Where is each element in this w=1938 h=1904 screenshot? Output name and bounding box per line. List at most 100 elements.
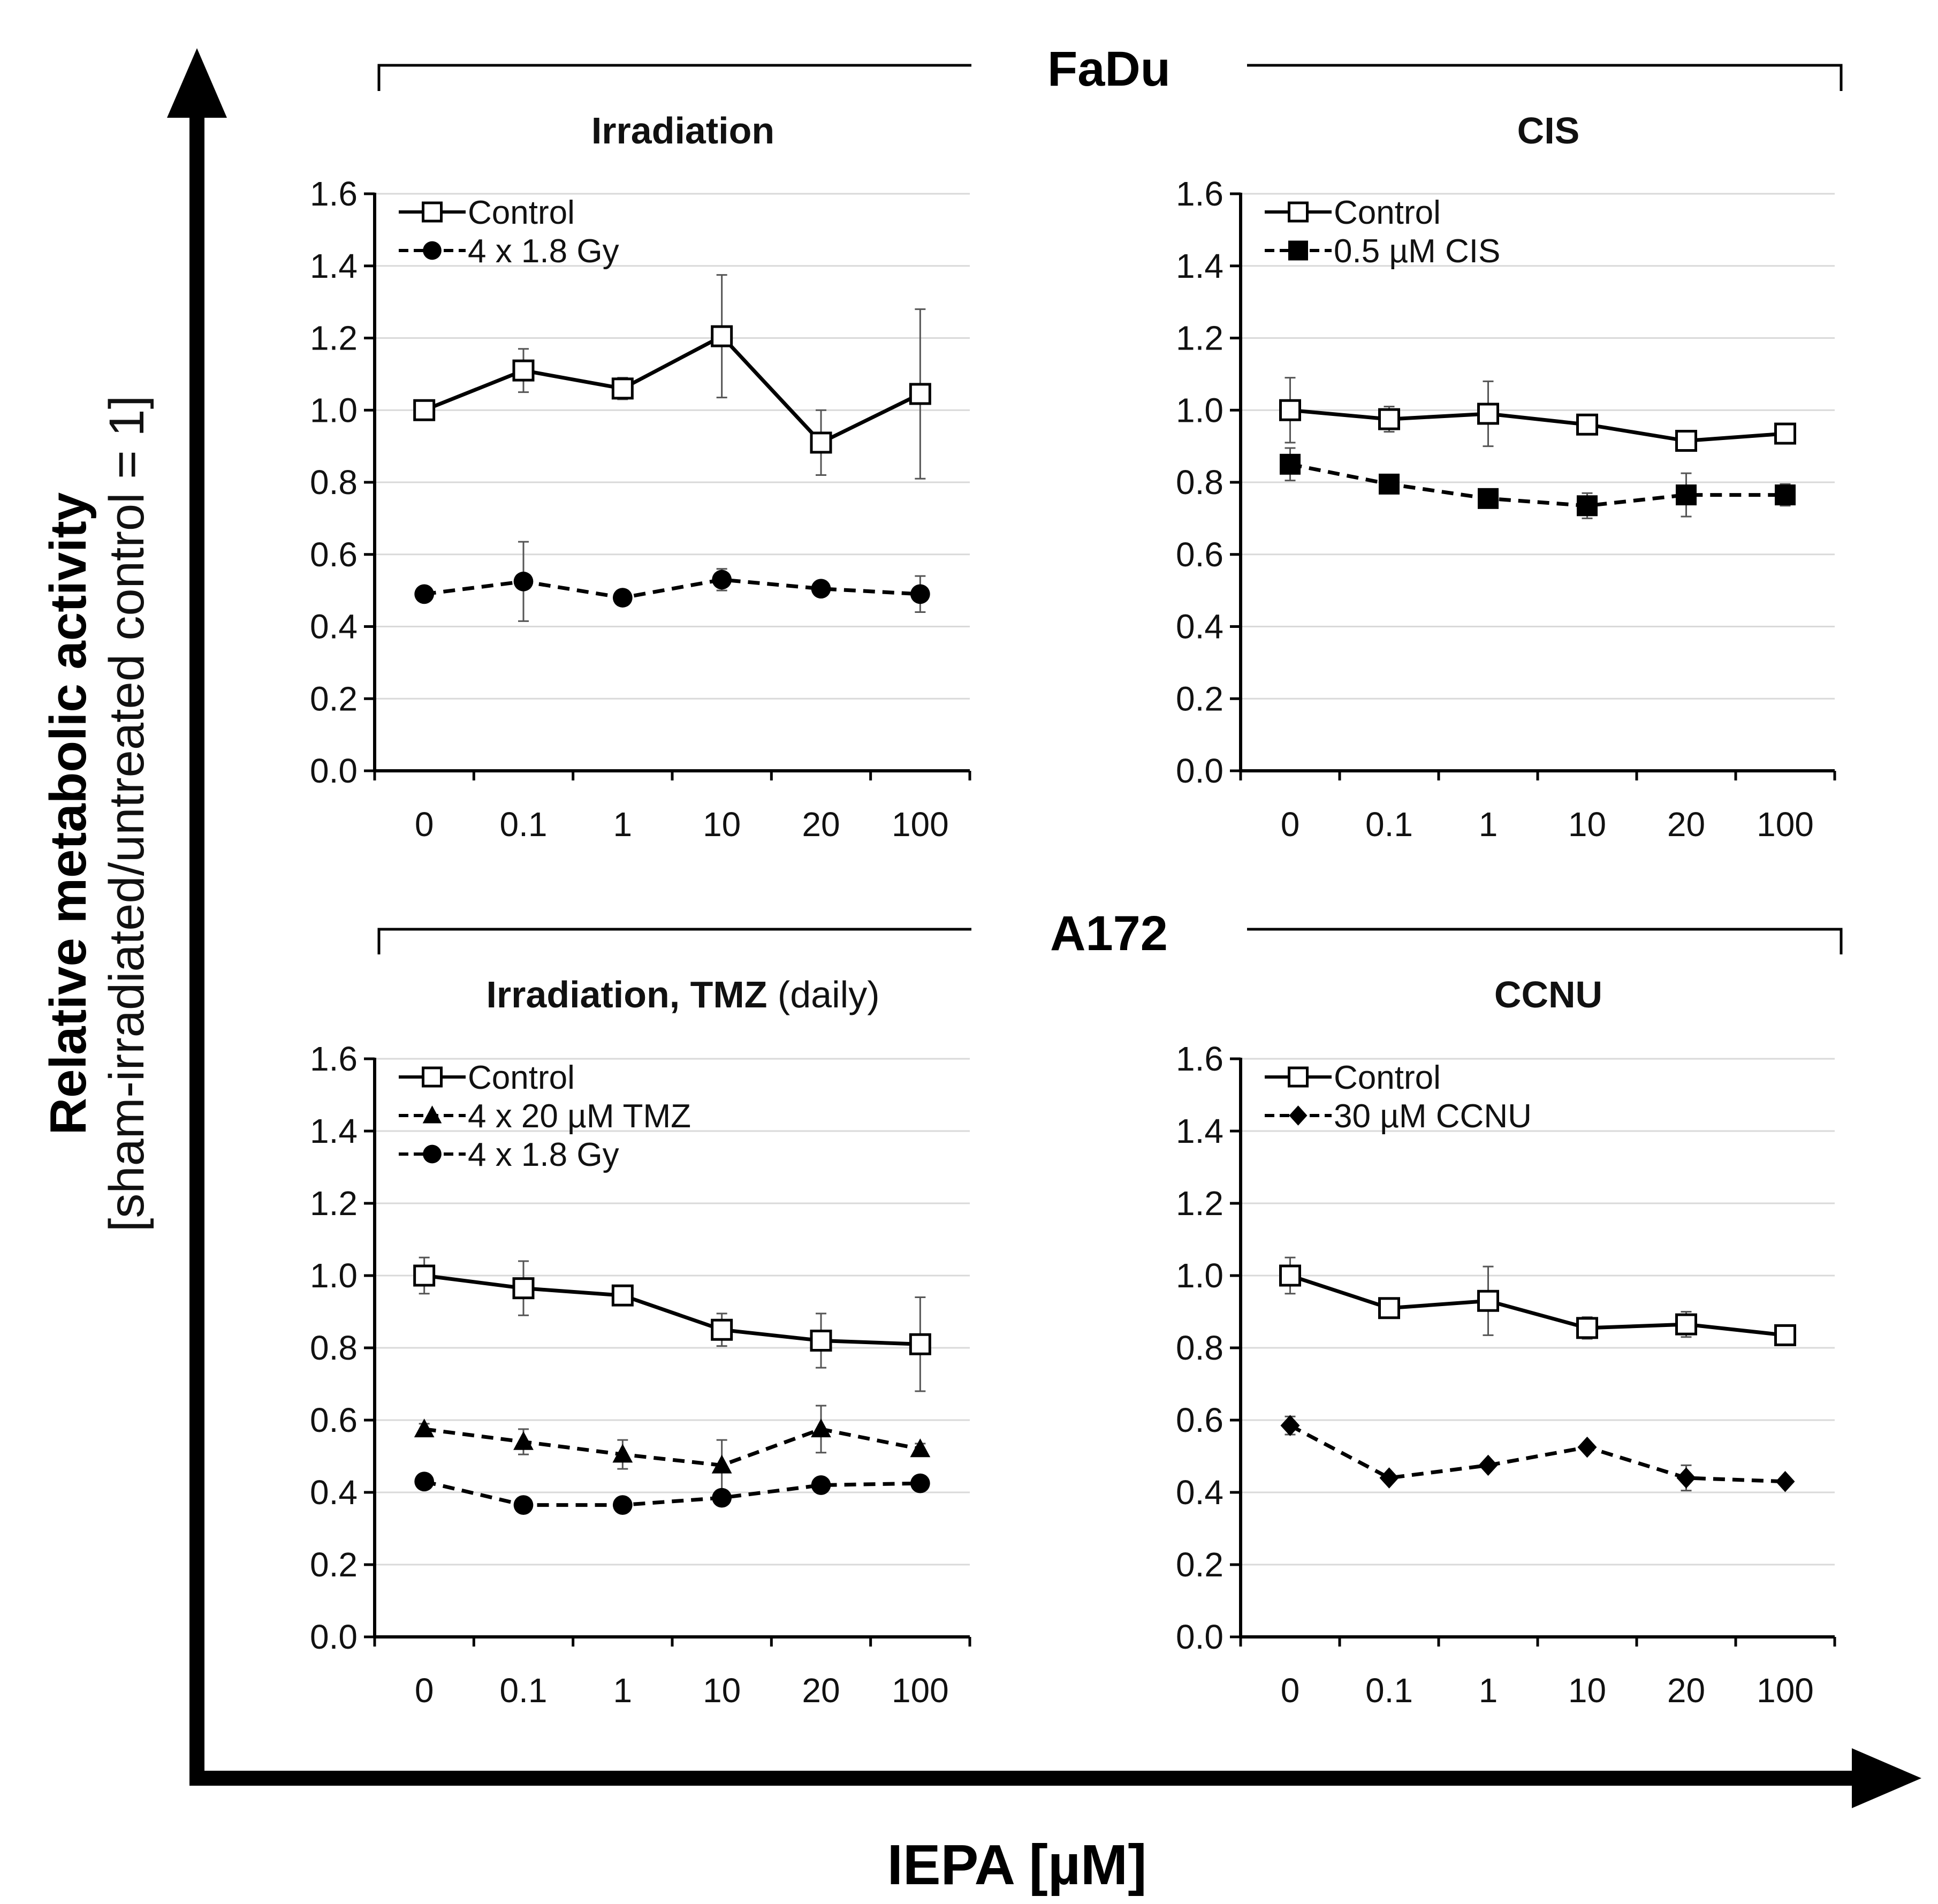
y-tick-label: 1.0: [1176, 1256, 1223, 1295]
data-point: [811, 579, 831, 599]
data-point: [1675, 1313, 1697, 1336]
legend-marker: [1289, 1105, 1308, 1126]
data-point: [811, 1475, 831, 1495]
series-0-5-m-cis: [1280, 447, 1796, 519]
series-4-x-1-8-gy: [414, 541, 930, 622]
x-tick-label: 10: [1568, 1671, 1606, 1710]
x-tick-label: 0.1: [500, 805, 548, 844]
x-tick-label: 10: [703, 1671, 741, 1710]
data-point: [1775, 484, 1796, 506]
data-point: [1279, 1264, 1301, 1287]
y-tick-label: 0.6: [310, 535, 358, 574]
series-line: [1289, 462, 1785, 508]
legend-entry-4-x-20-m-tmz: 4 x 20 µM TMZ: [399, 1098, 691, 1135]
y-tick-label: 0.0: [1176, 1618, 1223, 1656]
panel-title: CCNU: [1494, 974, 1602, 1015]
x-tick-label: 1: [613, 1671, 633, 1710]
data-point: [1775, 1470, 1795, 1492]
data-point: [909, 383, 931, 405]
data-point: [1280, 453, 1301, 475]
y-tick-label: 0.6: [1176, 1401, 1223, 1439]
x-tick-label: 10: [1568, 805, 1606, 844]
panel-title-suffix: (daily): [767, 974, 879, 1015]
data-point: [1576, 1317, 1598, 1339]
y-tick-label: 1.0: [310, 1256, 358, 1295]
data-point: [612, 588, 633, 608]
data-point: [413, 399, 436, 421]
y-tick-label: 0.4: [1176, 608, 1223, 646]
data-point: [810, 1330, 832, 1352]
y-tick-label: 0.0: [310, 1618, 358, 1656]
data-point: [513, 1431, 534, 1450]
data-point: [413, 1264, 436, 1287]
series-control: [413, 1256, 931, 1392]
group-bracket-a172: A172: [377, 906, 1843, 961]
x-tick-label: 100: [892, 805, 949, 844]
series-line: [1290, 408, 1785, 443]
legend-label: 0.5 µM CIS: [1334, 233, 1500, 270]
x-tick-label: 20: [802, 1671, 840, 1710]
legend-entry-4-x-1-8-gy: 4 x 1.8 Gy: [399, 233, 619, 270]
legend-marker: [423, 241, 442, 260]
data-point: [512, 359, 535, 382]
y-tick-label: 1.6: [1176, 175, 1223, 213]
legend-marker: [423, 1144, 442, 1164]
series-line: [423, 333, 921, 445]
legend-marker: [422, 201, 443, 223]
y-tick-label: 1.6: [310, 1040, 358, 1078]
data-point: [513, 571, 534, 591]
data-point: [612, 1495, 633, 1515]
series-control: [1279, 1256, 1796, 1346]
x-tick-label: 100: [1757, 805, 1814, 844]
series-line: [423, 1480, 921, 1507]
y-tick-label: 1.6: [310, 175, 358, 213]
data-point: [414, 1418, 435, 1438]
x-tick-label: 20: [802, 805, 840, 844]
legend-entry-0-5-m-cis: 0.5 µM CIS: [1265, 233, 1500, 270]
panel-a172-ccnu: CCNU 0.0 0.2 0.4 0.6 0.8 1.0 1.2 1.4 1.6 0 0.1 1 10 20…: [1176, 974, 1836, 1710]
data-point: [712, 1488, 732, 1508]
data-point: [1280, 1415, 1300, 1436]
data-point: [512, 1277, 535, 1300]
legend-entry-4-x-1-8-gy: 4 x 1.8 Gy: [399, 1136, 619, 1173]
data-point: [711, 1454, 732, 1474]
data-point: [910, 584, 930, 604]
data-point: [711, 1318, 733, 1341]
x-tick-label: 0: [1281, 1671, 1300, 1710]
data-point: [810, 431, 832, 454]
data-point: [1478, 1454, 1498, 1476]
data-point: [612, 1444, 633, 1463]
master-x-axis-arrowhead: [1852, 1748, 1921, 1808]
legend-label: Control: [1334, 194, 1441, 231]
legend-entry-control: Control: [399, 1059, 575, 1096]
panel-title-main: Irradiation, TMZ: [486, 974, 767, 1015]
panel-title: Irradiation: [591, 110, 774, 151]
panel-title: Irradiation, TMZ (daily): [486, 974, 879, 1015]
data-point: [711, 325, 733, 347]
series-4-x-1-8-gy: [414, 1471, 930, 1515]
legend-label: Control: [1334, 1059, 1441, 1096]
data-point: [909, 1333, 931, 1355]
y-tick-label: 0.2: [310, 679, 358, 718]
y-tick-label: 0.2: [1176, 679, 1223, 718]
y-tick-label: 0.0: [1176, 752, 1223, 790]
panel-title-main: Irradiation: [591, 110, 774, 151]
legend-marker: [422, 1105, 442, 1124]
panel-fadu-irradiation: Irradiation 0.0 0.2 0.4 0.6 0.8 1.0 1.2 1.4 1.6 0 0…: [310, 110, 971, 844]
series-line: [424, 578, 921, 600]
data-point: [712, 570, 732, 590]
data-point: [910, 1473, 930, 1493]
panel-title-main: CCNU: [1494, 974, 1602, 1015]
group-label-a172: A172: [1050, 906, 1168, 961]
y-tick-label: 0.6: [1176, 535, 1223, 574]
x-tick-label: 0: [415, 805, 434, 844]
series-line: [424, 1273, 921, 1346]
data-point: [1477, 403, 1499, 425]
data-point: [1379, 1467, 1399, 1489]
y-tick-label: 1.4: [310, 247, 358, 285]
x-tick-label: 0: [415, 1671, 434, 1710]
legend-entry-30-m-ccnu: 30 µM CCNU: [1265, 1098, 1532, 1135]
panel-a172-irradiation-tmz: Irradiation, TMZ (daily) 0.0 0.2 0.4 0.6 0.8 1…: [310, 974, 971, 1710]
y-tick-label: 1.4: [1176, 247, 1223, 285]
y-tick-label: 0.4: [310, 608, 358, 646]
